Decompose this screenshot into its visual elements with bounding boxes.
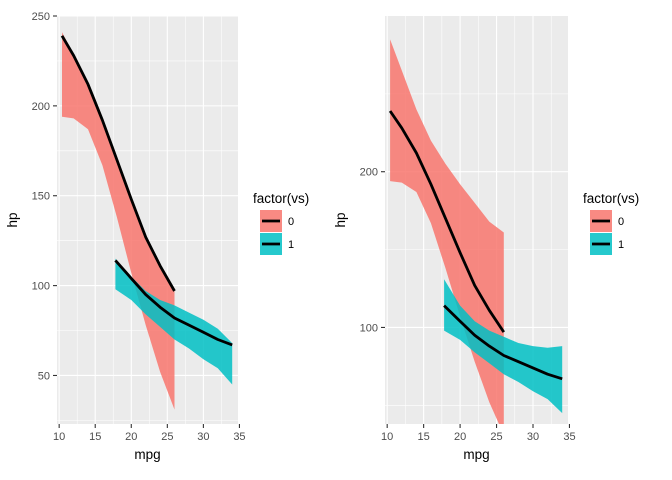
y-tick-label: 200 xyxy=(360,167,378,179)
y-tick-label: 150 xyxy=(32,191,50,203)
x-tick-label: 20 xyxy=(454,431,466,443)
confidence-band-1 xyxy=(115,258,233,385)
legend: factor(vs) 0 1 xyxy=(253,191,309,255)
x-axis-title: mpg xyxy=(134,447,160,462)
fit-line-1 xyxy=(114,259,233,347)
chart-2: 10 15 20 25 30 35 100 200 mpg hp factor(vs) 0 1 xyxy=(333,16,639,462)
chart-1: 10 15 20 25 30 3550100150200250mpghpfactor(vs… xyxy=(5,11,309,462)
y-tick-label: 50 xyxy=(38,370,50,382)
confidence-band-0 xyxy=(62,32,175,410)
legend-label-0: 0 xyxy=(288,216,294,228)
x-tick-label: 35 xyxy=(233,431,245,443)
legend-label-1: 1 xyxy=(288,239,294,251)
x-tick-label: 10 xyxy=(53,431,65,443)
x-tick-label: 15 xyxy=(418,431,430,443)
x-axis-title: mpg xyxy=(463,447,489,462)
fit-line-1 xyxy=(443,304,563,381)
x-tick-label: 15 xyxy=(89,431,101,443)
data-layer xyxy=(60,32,233,410)
x-tick-label: 30 xyxy=(197,431,209,443)
y-tick-label: 100 xyxy=(32,281,50,293)
x-tick-label: 25 xyxy=(161,431,173,443)
fit-line-0 xyxy=(388,110,505,333)
fit-line-0 xyxy=(60,35,176,292)
confidence-band-1 xyxy=(444,279,563,414)
y-tick-label: 250 xyxy=(32,11,50,23)
legend-title: factor(vs) xyxy=(583,191,639,206)
y-axis-title: hp xyxy=(5,212,20,227)
legend-title: factor(vs) xyxy=(253,191,309,206)
y-tick-label: 200 xyxy=(32,101,50,113)
y-axis-title: hp xyxy=(333,212,348,227)
legend: factor(vs) 0 1 xyxy=(583,191,639,255)
legend-label-0: 0 xyxy=(618,216,624,228)
y-tick-label: 100 xyxy=(360,322,378,334)
legend-label-1: 1 xyxy=(618,239,624,251)
x-tick-label: 10 xyxy=(381,431,393,443)
x-tick-label: 35 xyxy=(563,431,575,443)
x-tick-label: 30 xyxy=(527,431,539,443)
x-tick-label: 20 xyxy=(125,431,137,443)
x-tick-label: 25 xyxy=(490,431,502,443)
data-layer xyxy=(388,39,563,424)
